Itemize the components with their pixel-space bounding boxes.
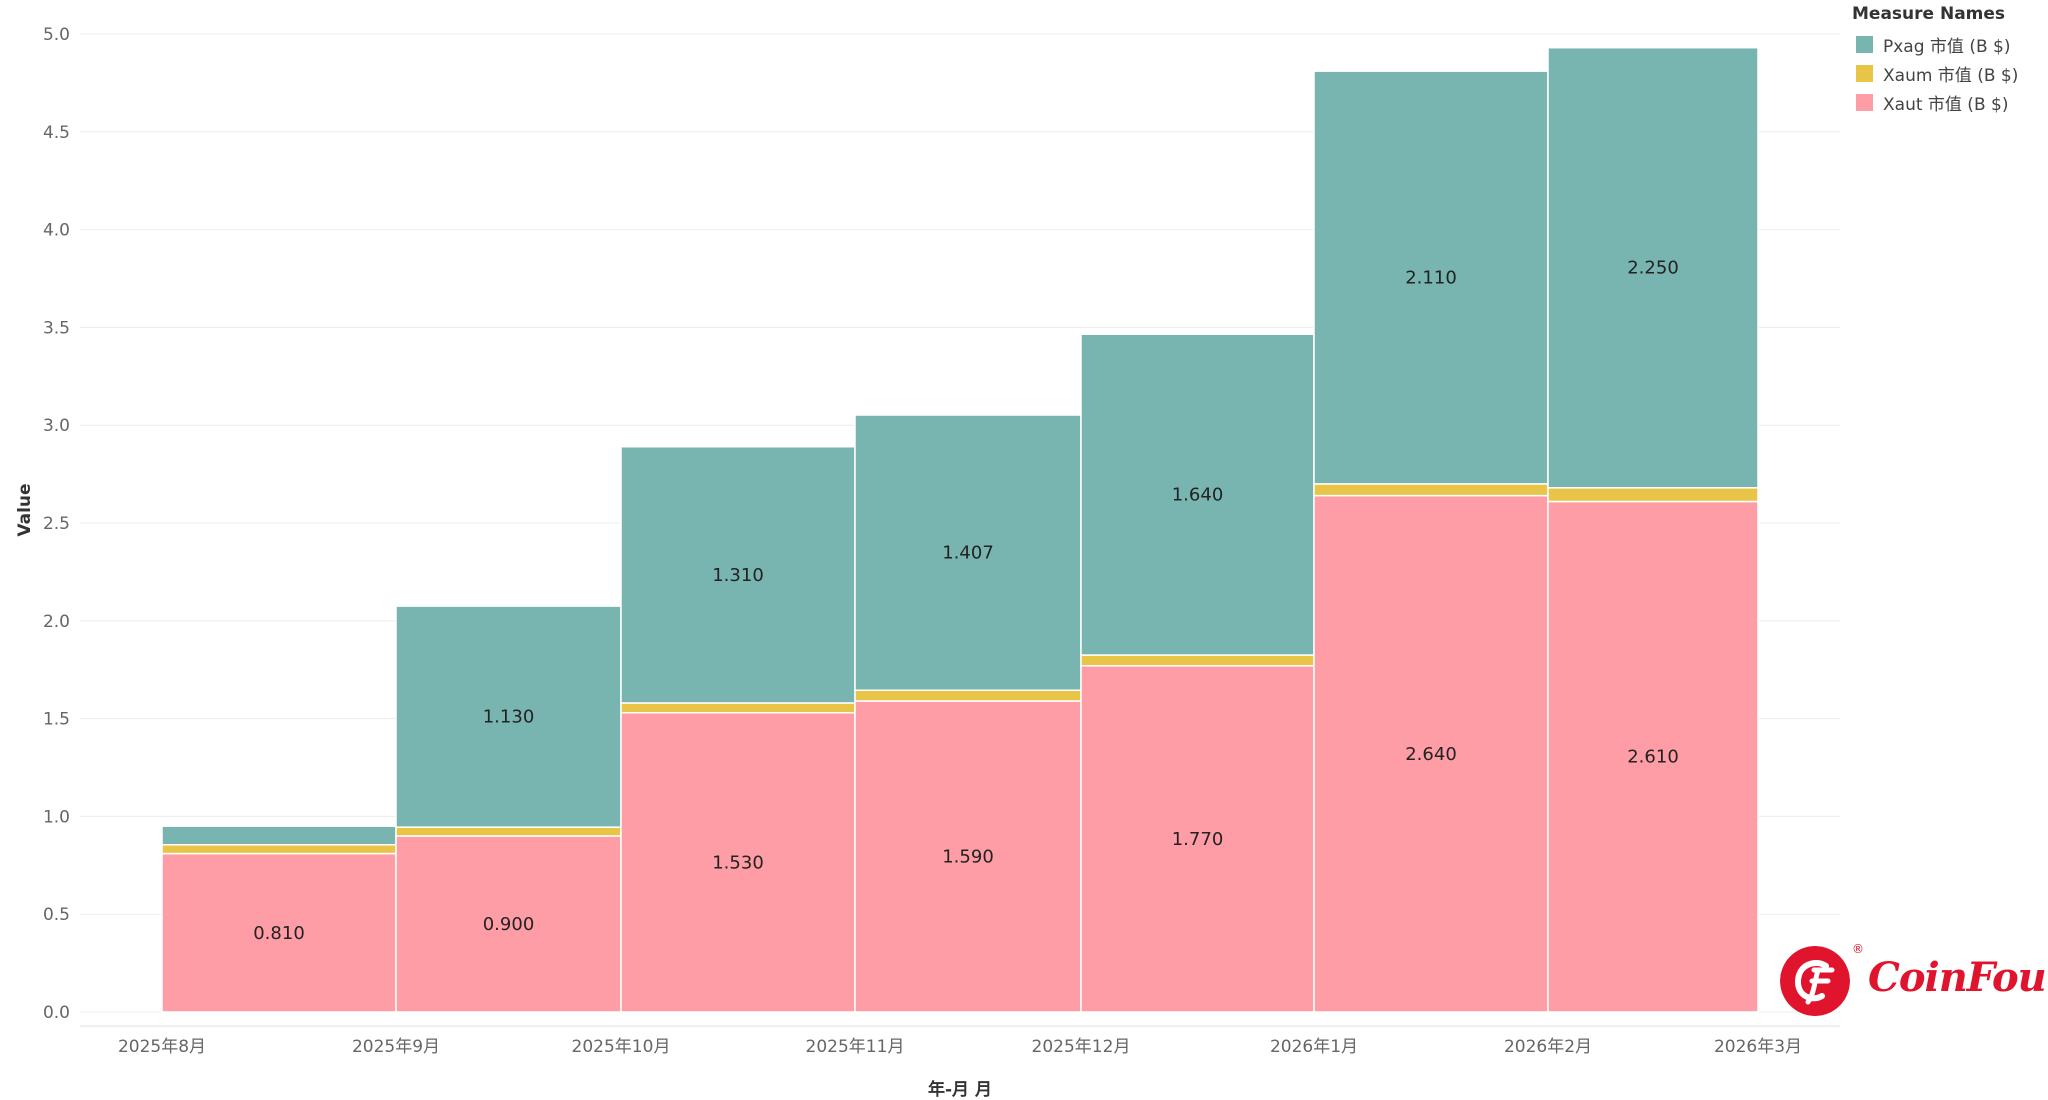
- bar-segment: [854, 689, 1082, 702]
- bar-segment: [1547, 46, 1759, 489]
- coinfound-logo-icon: [1780, 946, 1850, 1016]
- x-tick-label: 2026年3月: [1714, 1037, 1802, 1057]
- x-tick-label: 2026年1月: [1270, 1037, 1358, 1057]
- x-tick-label: 2025年10月: [572, 1037, 671, 1057]
- legend-swatch-pxag: [1856, 36, 1873, 53]
- legend-item-pxag[interactable]: Pxag 市值 (B $): [1852, 30, 2018, 59]
- legend: Measure Names Pxag 市值 (B $) Xaum 市值 (B $…: [1852, 4, 2018, 117]
- bar-segment: [161, 825, 397, 846]
- x-tick-label: 2025年11月: [806, 1037, 905, 1057]
- y-tick-label: 1.5: [43, 710, 70, 730]
- coinfound-logo: ® CoinFound: [1780, 942, 2048, 1016]
- bar-segment: [854, 414, 1082, 691]
- bar-segment: [395, 605, 622, 828]
- logo-text: CoinFound: [1868, 954, 2048, 1001]
- data-label: 0.810: [253, 923, 305, 944]
- data-label: 1.310: [712, 565, 764, 586]
- bar-segment: [1080, 665, 1315, 1013]
- legend-title: Measure Names: [1852, 4, 2006, 24]
- legend-swatch-xaut: [1856, 94, 1873, 111]
- bar-segment: [1547, 487, 1759, 503]
- y-tick-label: 3.0: [43, 416, 70, 436]
- bar-segment: [854, 700, 1082, 1013]
- y-tick-label: 0.5: [43, 905, 70, 925]
- registered-mark: ®: [1852, 942, 1864, 956]
- data-label: 2.250: [1627, 258, 1679, 279]
- data-label: 0.900: [483, 914, 535, 935]
- x-axis-title: 年-月 月: [928, 1079, 992, 1100]
- y-tick-label: 4.0: [43, 221, 70, 241]
- bar-segment: [1313, 70, 1549, 485]
- data-label: 2.610: [1627, 747, 1679, 768]
- bar-segment: [1080, 654, 1315, 667]
- bar-segment: [395, 835, 622, 1013]
- data-label: 2.640: [1405, 744, 1457, 765]
- bar-segment: [1547, 500, 1759, 1013]
- legend-label-pxag: Pxag 市值 (B $): [1883, 37, 2011, 57]
- x-tick-label: 2026年2月: [1504, 1037, 1592, 1057]
- bar-segment: [395, 826, 622, 837]
- legend-label-xaut: Xaut 市值 (B $): [1883, 95, 2009, 115]
- y-axis-title: Value: [15, 483, 35, 536]
- x-tick-label: 2025年12月: [1032, 1037, 1131, 1057]
- bar-segment: [1080, 333, 1315, 656]
- y-tick-label: 1.0: [43, 807, 70, 827]
- data-label: 1.130: [483, 707, 535, 728]
- bar-segment: [620, 702, 856, 714]
- data-label: 1.590: [942, 846, 994, 867]
- y-tick-label: 5.0: [43, 25, 70, 45]
- legend-item-xaut[interactable]: Xaut 市值 (B $): [1852, 88, 2018, 117]
- bar-segment: [161, 852, 397, 1013]
- legend-label-xaum: Xaum 市值 (B $): [1883, 66, 2019, 86]
- data-label: 1.530: [712, 852, 764, 873]
- data-label: 1.407: [942, 543, 994, 564]
- x-tick-label: 2025年8月: [118, 1037, 206, 1057]
- bar-segment: [1313, 494, 1549, 1013]
- data-label: 1.770: [1172, 829, 1224, 850]
- x-tick-label: 2025年9月: [352, 1037, 440, 1057]
- data-label: 1.640: [1172, 485, 1224, 506]
- bar-segment: [161, 844, 397, 855]
- data-label: 2.110: [1405, 268, 1457, 289]
- y-tick-label: 4.5: [43, 123, 70, 143]
- y-tick-label: 2.5: [43, 514, 70, 534]
- bar-segment: [1313, 483, 1549, 497]
- y-tick-label: 3.5: [43, 318, 70, 338]
- legend-item-xaum[interactable]: Xaum 市值 (B $): [1852, 59, 2018, 88]
- y-tick-label: 0.0: [43, 1003, 70, 1023]
- y-tick-label: 2.0: [43, 612, 70, 632]
- legend-swatch-xaum: [1856, 65, 1873, 82]
- bar-segment: [620, 445, 856, 704]
